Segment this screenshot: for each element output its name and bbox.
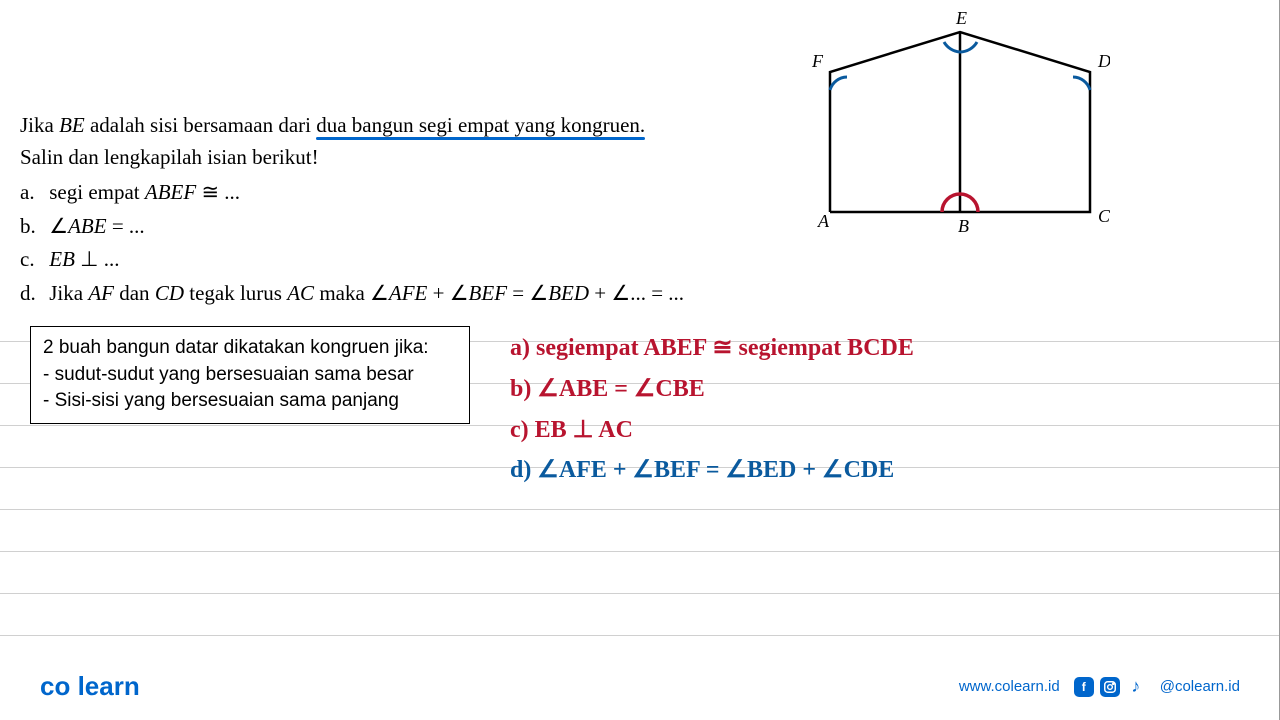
answer-b: b) ∠ABE = ∠CBE [510, 369, 914, 410]
question-block: Jika BE adalah sisi bersamaan dari dua b… [20, 110, 780, 311]
label-F: F [811, 51, 824, 71]
congruence-info-box: 2 buah bangun datar dikatakan kongruen j… [30, 326, 470, 424]
options-list: a. segi empat ABEF ≅ ... b. ∠ABE = ... c… [20, 177, 780, 309]
answer-d: d) ∠AFE + ∠BEF = ∠BED + ∠CDE [510, 450, 914, 491]
option-d: d. Jika AF dan CD tegak lurus AC maka ∠A… [20, 278, 780, 310]
footer-handle: @colearn.id [1160, 678, 1240, 695]
social-icons: f ♪ [1074, 677, 1146, 697]
option-a: a. segi empat ABEF ≅ ... [20, 177, 780, 209]
blue-underline [316, 137, 645, 140]
option-c: c. EB ⊥ ... [20, 244, 780, 276]
label-E: E [955, 12, 967, 28]
answer-a: a) segiempat ABEF ≅ segiempat BCDE [510, 328, 914, 369]
handwritten-answers: a) segiempat ABEF ≅ segiempat BCDE b) ∠A… [510, 328, 914, 491]
tiktok-icon: ♪ [1126, 677, 1146, 697]
option-b: b. ∠ABE = ... [20, 211, 780, 243]
footer-right: www.colearn.id f ♪ @colearn.id [959, 677, 1240, 697]
label-B: B [958, 216, 969, 236]
label-C: C [1098, 206, 1110, 226]
footer-url: www.colearn.id [959, 678, 1060, 695]
label-D: D [1097, 51, 1110, 71]
question-text: Jika BE adalah sisi bersamaan dari dua b… [20, 110, 780, 173]
geometry-diagram: A B C D E F [810, 12, 1110, 242]
info-title: 2 buah bangun datar dikatakan kongruen j… [43, 335, 457, 362]
instagram-icon [1100, 677, 1120, 697]
answer-c: c) EB ⊥ AC [510, 410, 914, 451]
logo: co learn [40, 671, 140, 702]
label-A: A [817, 211, 830, 231]
facebook-icon: f [1074, 677, 1094, 697]
info-item-2: Sisi-sisi yang bersesuaian sama panjang [51, 388, 457, 415]
footer: co learn www.colearn.id f ♪ @colearn.id [40, 671, 1240, 702]
info-item-1: sudut-sudut yang bersesuaian sama besar [51, 362, 457, 389]
